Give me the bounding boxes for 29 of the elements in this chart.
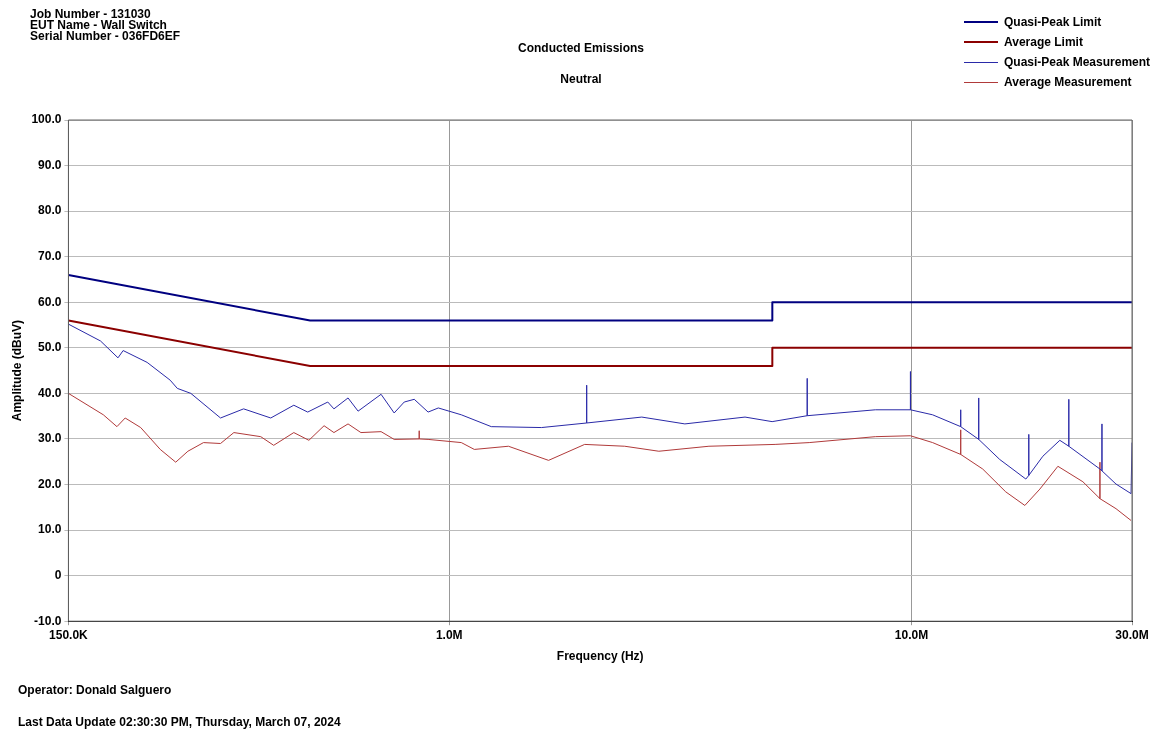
y-tick-label: 90.0 [38,157,62,172]
y-tick-label: -10.0 [34,613,62,628]
chart-title: Conducted Emissions [517,41,645,55]
y-tick-label: 50.0 [38,340,62,355]
x-tick-label: 150.0K [49,627,89,642]
text: Last Data Update 02:30:30 PM, Thursday, March 07, 2024 [18,715,341,729]
y-tick-label: 10.0 [38,522,62,537]
y-tick-label: 0 [54,567,62,582]
text: Operator: Donald Salguero [18,683,173,697]
x-tick-label: 30.0M [1115,627,1149,642]
chart-subtitle: Neutral [560,72,602,86]
y-tick-label: 40.0 [38,385,62,400]
legend-label: Average Limit [1004,35,1083,49]
y-tick-label: 30.0 [38,431,62,446]
x-tick-label: 10.0M [894,627,929,642]
x-tick-label: 1.0M [435,627,463,642]
legend-label: Quasi-Peak Limit [1004,15,1102,29]
y-tick-label: 60.0 [38,294,62,309]
y-tick-label: 20.0 [38,476,62,491]
text: Serial Number - 036FD6EF [30,29,181,43]
x-axis-title: Frequency (Hz) [556,649,644,664]
y-tick-label: 100.0 [31,112,62,127]
legend-label: Quasi-Peak Measurement [1004,55,1151,69]
legend-label: Average Measurement [1004,75,1132,89]
y-axis-title: Amplitude (dBuV) [9,319,24,422]
text: Job Number - 131030 [30,7,151,21]
y-tick-label: 70.0 [38,249,62,263]
text: EUT Name - Wall Switch [30,18,167,32]
y-tick-label: 80.0 [38,203,62,218]
